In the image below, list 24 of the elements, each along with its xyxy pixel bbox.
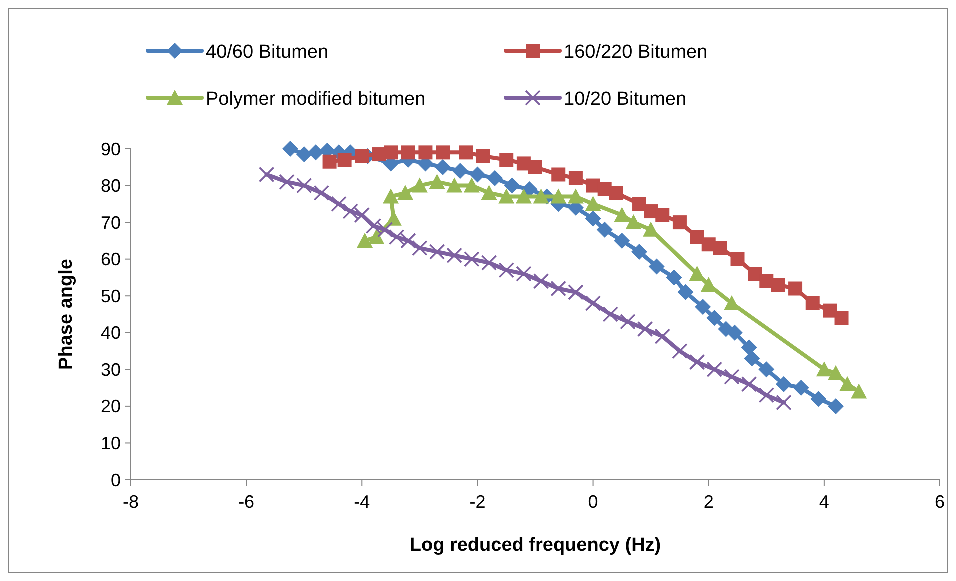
legend-label: 160/220 Bitumen <box>564 42 708 63</box>
y-tick-label: 90 <box>100 139 121 160</box>
x-tick-label: 0 <box>588 492 598 512</box>
y-tick-label: 10 <box>100 434 121 454</box>
y-axis-title: Phase angle <box>56 259 77 370</box>
x-tick-label: -4 <box>354 492 370 512</box>
x-tick-label: 6 <box>934 492 946 512</box>
y-tick-label: 50 <box>100 286 121 306</box>
x-tick-label: -2 <box>470 492 486 512</box>
legend-label: Polymer modified bitumen <box>206 89 426 110</box>
y-tick-label: 60 <box>100 250 121 270</box>
x-tick-label: 4 <box>819 492 830 512</box>
legend-label: 10/20 Bitumen <box>564 89 687 110</box>
y-tick-label: 40 <box>100 323 121 344</box>
x-tick-label: 2 <box>704 492 714 512</box>
x-tick-label: -6 <box>238 492 255 512</box>
y-tick-label: 80 <box>100 176 121 196</box>
y-tick-label: 30 <box>100 360 121 380</box>
legend-label: 40/60 Bitumen <box>206 42 329 63</box>
x-axis-title: Log reduced frequency (Hz) <box>410 535 662 556</box>
y-tick-label: 70 <box>100 212 121 233</box>
x-tick-label: -8 <box>122 492 140 512</box>
y-tick-label: 20 <box>100 396 121 417</box>
y-tick-label: 0 <box>110 470 121 490</box>
